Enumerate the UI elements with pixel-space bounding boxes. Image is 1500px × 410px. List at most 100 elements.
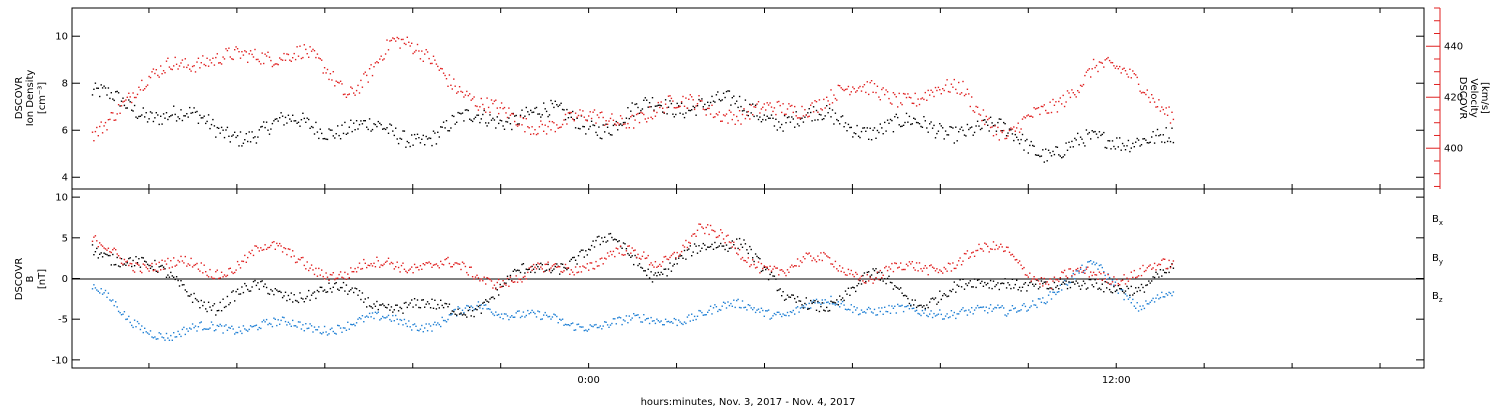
- data-point: [772, 110, 774, 113]
- data-point: [908, 115, 911, 118]
- data-point: [149, 76, 152, 79]
- data-point: [966, 314, 969, 316]
- data-point: [461, 309, 464, 311]
- data-point: [173, 65, 175, 67]
- data-point: [476, 304, 478, 307]
- data-point: [1056, 146, 1059, 148]
- data-point: [1127, 280, 1130, 282]
- data-point: [347, 132, 349, 134]
- data-point: [962, 278, 964, 280]
- data-point: [865, 280, 867, 283]
- data-point: [808, 115, 810, 117]
- data-point: [527, 126, 529, 128]
- data-point: [210, 321, 213, 323]
- data-point: [737, 119, 739, 122]
- data-point: [975, 286, 977, 289]
- data-point: [767, 309, 770, 311]
- data-point: [1148, 142, 1150, 144]
- legend-bz: Bz: [1432, 291, 1443, 304]
- data-point: [556, 104, 558, 106]
- data-point: [1169, 122, 1172, 124]
- data-point: [987, 124, 989, 126]
- data-point: [348, 93, 350, 95]
- data-point: [287, 294, 290, 297]
- data-point: [744, 260, 747, 262]
- data-point: [531, 269, 533, 272]
- data-point: [434, 263, 436, 266]
- data-point: [117, 255, 120, 257]
- data-point: [1004, 250, 1006, 252]
- data-point: [660, 271, 662, 274]
- data-point: [638, 263, 641, 265]
- data-point: [872, 312, 874, 314]
- data-point: [959, 279, 961, 281]
- data-point: [274, 318, 276, 320]
- data-point: [943, 89, 945, 92]
- data-point: [1045, 148, 1047, 150]
- data-point: [609, 250, 612, 253]
- data-point: [426, 51, 429, 53]
- data-point: [167, 274, 169, 276]
- data-point: [915, 262, 918, 264]
- data-point: [358, 290, 361, 292]
- data-point: [210, 276, 213, 278]
- data-point: [783, 114, 786, 117]
- data-point: [992, 241, 995, 243]
- data-point: [770, 106, 773, 108]
- data-point: [207, 114, 210, 116]
- data-point: [225, 48, 227, 50]
- data-point: [554, 314, 556, 316]
- data-point: [923, 312, 925, 314]
- data-point: [876, 272, 879, 274]
- data-point: [238, 145, 240, 147]
- data-point: [450, 127, 452, 129]
- data-point: [708, 233, 710, 236]
- data-point: [183, 262, 185, 264]
- data-point: [917, 270, 919, 272]
- data-point: [698, 309, 700, 312]
- data-point: [1139, 289, 1141, 292]
- data-point: [766, 266, 768, 268]
- data-point: [714, 230, 716, 233]
- data-point: [425, 135, 427, 138]
- data-point: [783, 272, 786, 274]
- data-point: [1027, 152, 1029, 154]
- data-point: [992, 308, 995, 310]
- data-point: [631, 102, 633, 104]
- data-point: [544, 270, 546, 272]
- data-point: [1151, 280, 1153, 282]
- data-point: [245, 133, 247, 135]
- data-point: [753, 115, 755, 118]
- data-point: [601, 111, 603, 113]
- data-point: [592, 325, 594, 328]
- data-point: [596, 326, 599, 329]
- data-point: [191, 266, 194, 268]
- data-point: [1127, 76, 1130, 78]
- data-point: [1136, 276, 1138, 278]
- data-point: [680, 322, 683, 325]
- data-point: [196, 61, 198, 63]
- data-point: [382, 59, 384, 61]
- data-point: [1114, 284, 1117, 287]
- data-point: [1084, 269, 1086, 272]
- data-point: [247, 330, 249, 332]
- data-point: [1030, 305, 1032, 307]
- data-point: [712, 307, 715, 309]
- data-point: [815, 101, 818, 103]
- data-point: [1094, 263, 1096, 266]
- data-point: [834, 302, 837, 304]
- data-point: [852, 86, 854, 88]
- data-point: [802, 307, 805, 309]
- data-point: [728, 304, 731, 307]
- data-point: [743, 259, 745, 262]
- data-point: [590, 120, 593, 122]
- data-point: [846, 293, 848, 295]
- data-point: [1059, 278, 1061, 280]
- data-point: [640, 109, 642, 112]
- data-point: [1136, 137, 1138, 140]
- data-point: [210, 62, 213, 64]
- data-point: [994, 285, 996, 288]
- data-point: [615, 247, 617, 249]
- data-point: [466, 109, 468, 111]
- data-point: [995, 284, 998, 286]
